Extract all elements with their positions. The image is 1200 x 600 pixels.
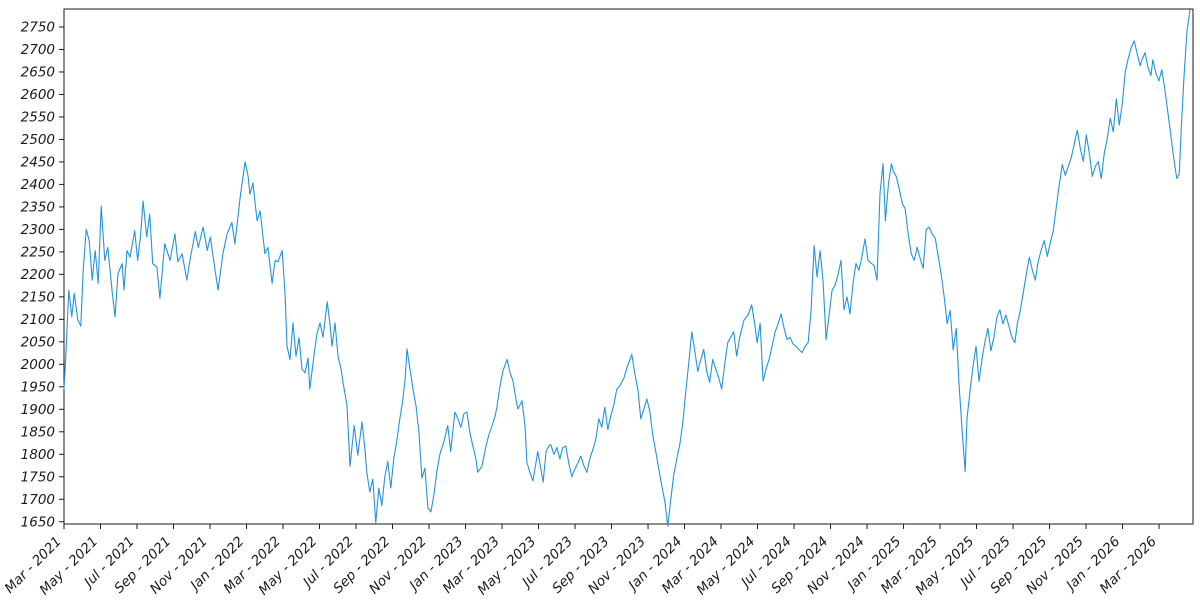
y-tick-label: 1850 [21, 424, 55, 440]
y-tick-label: 2000 [21, 357, 55, 373]
y-tick-label: 1950 [21, 379, 55, 395]
y-tick-label: 2500 [21, 132, 55, 148]
y-tick-label: 1900 [21, 402, 55, 418]
y-tick-label: 2200 [21, 267, 55, 283]
y-tick-label: 1700 [21, 492, 55, 508]
plot-border [63, 8, 1194, 525]
y-tick-label: 2600 [21, 87, 55, 103]
y-tick-label: 2450 [21, 154, 55, 170]
y-tick-label: 2250 [21, 244, 55, 260]
y-tick-label: 1750 [21, 469, 55, 485]
y-tick-label: 2650 [21, 64, 55, 80]
y-tick-label: 2050 [21, 334, 55, 350]
y-tick-label: 2150 [21, 289, 55, 305]
y-tick-label: 2300 [21, 222, 55, 238]
y-tick-label: 1650 [21, 514, 55, 530]
y-tick-label: 2700 [21, 42, 55, 58]
y-tick-label: 2550 [21, 109, 55, 125]
y-tick-label: 1800 [21, 447, 55, 463]
y-tick-label: 2100 [21, 312, 55, 328]
y-tick-label: 2350 [21, 199, 55, 215]
y-tick-label: 2750 [21, 19, 55, 35]
series-line [63, 9, 1191, 527]
y-tick-label: 2400 [21, 177, 55, 193]
